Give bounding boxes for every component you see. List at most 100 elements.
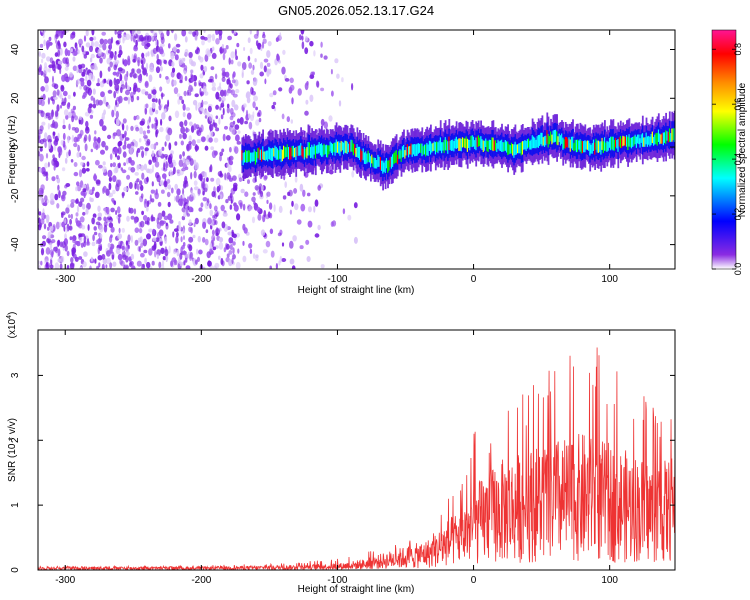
noise-speck	[59, 263, 63, 269]
noise-speck	[38, 211, 42, 216]
noise-speck	[221, 70, 226, 79]
noise-speck	[56, 240, 60, 248]
noise-speck	[155, 237, 160, 243]
signal-core	[645, 132, 648, 145]
noise-speck	[188, 143, 192, 150]
noise-speck	[113, 90, 117, 99]
snr-y-multiplier: (x104)	[6, 312, 18, 339]
noise-speck	[189, 158, 194, 166]
signal-core	[641, 133, 644, 147]
noise-speck	[162, 173, 167, 179]
noise-speck	[180, 194, 183, 203]
noise-speck	[58, 190, 61, 199]
noise-speck	[85, 168, 90, 172]
noise-speck	[161, 210, 166, 217]
noise-speck	[204, 238, 209, 246]
signal-core	[550, 131, 552, 142]
noise-speck	[103, 109, 106, 115]
noise-speck	[116, 129, 121, 137]
signal-core	[284, 146, 286, 158]
noise-speck	[266, 69, 270, 77]
noise-speck	[39, 43, 44, 48]
noise-speck	[141, 210, 145, 216]
noise-speck	[204, 202, 209, 210]
snr-xtick-label: 100	[601, 575, 618, 586]
noise-speck	[158, 149, 163, 157]
noise-speck	[353, 236, 358, 244]
noise-speck	[188, 236, 194, 243]
noise-speck	[159, 48, 164, 55]
noise-speck	[194, 49, 199, 55]
noise-speck	[69, 262, 75, 269]
signal-core	[501, 139, 503, 152]
noise-speck	[86, 183, 90, 191]
noise-speck	[176, 249, 180, 257]
signal-core	[616, 140, 618, 149]
noise-speck	[289, 258, 295, 265]
signal-core	[317, 144, 320, 154]
noise-speck	[342, 208, 346, 215]
signal-core	[265, 150, 268, 160]
noise-speck	[181, 30, 187, 37]
signal-core	[254, 151, 257, 165]
signal-core	[445, 139, 448, 151]
signal-core	[468, 139, 470, 148]
noise-speck	[159, 126, 164, 133]
noise-speck	[183, 57, 186, 62]
noise-speck	[45, 214, 50, 222]
noise-speck	[270, 250, 275, 258]
signal-core	[374, 158, 377, 169]
noise-speck	[218, 30, 223, 36]
signal-core	[656, 132, 659, 146]
noise-speck	[144, 107, 148, 115]
noise-speck	[139, 164, 145, 172]
noise-speck	[66, 151, 69, 159]
noise-speck	[160, 43, 165, 48]
noise-speck	[154, 35, 158, 42]
noise-speck	[108, 79, 113, 87]
noise-speck	[96, 265, 100, 269]
snr-x-label: Height of straight line (km)	[298, 584, 415, 595]
signal-core	[332, 143, 334, 156]
noise-speck	[95, 159, 100, 166]
noise-speck	[215, 31, 218, 36]
noise-speck	[151, 102, 156, 109]
signal-core	[530, 139, 533, 150]
noise-speck	[304, 47, 309, 55]
noise-speck	[147, 51, 150, 57]
signal-core	[389, 157, 392, 167]
noise-speck	[157, 212, 163, 221]
noise-speck	[172, 231, 175, 238]
signal-core	[667, 132, 670, 143]
signal-core	[553, 130, 556, 143]
noise-speck	[183, 260, 186, 266]
signal-core	[515, 144, 518, 155]
noise-speck	[89, 265, 92, 269]
noise-speck	[189, 253, 192, 261]
noise-speck	[78, 115, 82, 121]
signal-core	[592, 139, 595, 151]
noise-speck	[200, 92, 203, 97]
noise-speck	[271, 104, 276, 110]
svg-text:(x104): (x104)	[6, 312, 18, 339]
noise-speck	[44, 84, 49, 93]
noise-speck	[236, 141, 241, 145]
noise-speck	[142, 215, 148, 221]
signal-core	[481, 139, 484, 150]
colorbar-tick-label: 0.0	[733, 263, 743, 276]
noise-speck	[61, 221, 66, 228]
snr-ytick-label: 2	[10, 437, 21, 443]
noise-speck	[156, 254, 159, 259]
noise-speck	[93, 226, 97, 231]
noise-speck	[45, 247, 51, 255]
noise-speck	[148, 228, 153, 233]
signal-core	[247, 150, 250, 163]
noise-speck	[182, 103, 186, 111]
noise-speck	[65, 114, 69, 120]
noise-speck	[138, 228, 143, 234]
noise-speck	[151, 150, 155, 158]
colorbar-ticks: 0.0 0.2 0.4 0.6 0.8	[712, 43, 743, 275]
noise-speck	[219, 89, 225, 97]
noise-speck	[223, 247, 227, 253]
noise-speck	[55, 174, 59, 180]
